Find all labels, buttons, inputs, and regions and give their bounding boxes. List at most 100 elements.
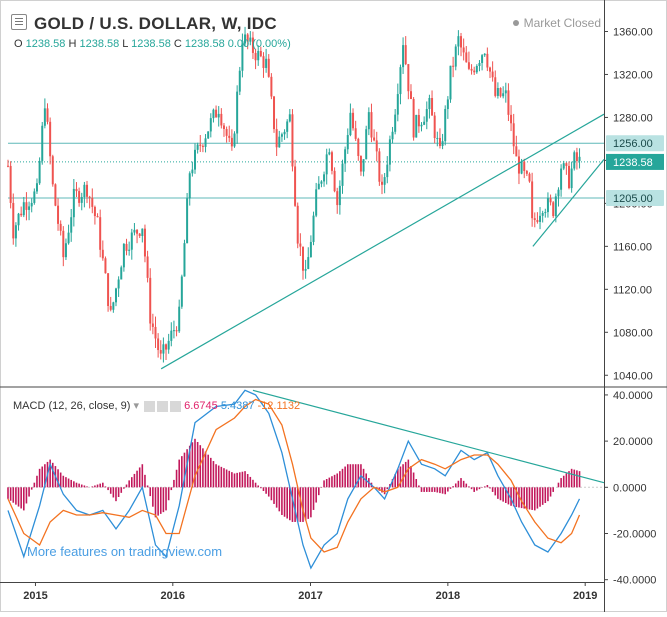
- macd-legend-dropdown-icon[interactable]: ▾: [133, 400, 139, 412]
- candle-body: [88, 196, 91, 198]
- candle-body: [312, 215, 315, 242]
- candle-body: [259, 50, 262, 57]
- candle-body: [446, 99, 449, 109]
- candle-body: [562, 163, 565, 169]
- candle-body: [267, 58, 270, 77]
- candle-body: [552, 202, 555, 217]
- candle-body: [109, 305, 112, 310]
- candle-body: [296, 205, 299, 244]
- candle-body: [170, 330, 173, 341]
- candle-body: [510, 114, 513, 124]
- macd-close-icon[interactable]: [170, 400, 182, 412]
- candle-body: [146, 256, 149, 278]
- candle-body: [488, 67, 491, 72]
- price-trendline[interactable]: [532, 158, 605, 247]
- ohlc-low-label: L: [122, 38, 129, 50]
- candle-body: [412, 99, 415, 138]
- candle-body: [233, 133, 236, 147]
- candle-body: [201, 145, 204, 147]
- candle-body: [431, 97, 434, 116]
- candle-body: [428, 97, 431, 110]
- candle-body: [273, 96, 276, 130]
- candle-body: [470, 68, 473, 71]
- promo-link[interactable]: More features on tradingview.com: [27, 544, 223, 559]
- candle-body: [96, 216, 99, 218]
- candle-body: [460, 36, 463, 48]
- candle-body: [394, 114, 397, 132]
- candle-body: [22, 202, 25, 216]
- candle-body: [136, 229, 139, 234]
- macd-settings-icon[interactable]: [157, 400, 169, 412]
- candle-body: [254, 52, 257, 61]
- candle-body: [320, 181, 323, 184]
- candle-body: [178, 306, 181, 332]
- status-dot-icon: [512, 19, 519, 26]
- candle-body: [49, 121, 52, 157]
- candle-body: [283, 131, 286, 135]
- menu-icon[interactable]: [11, 14, 27, 30]
- candle-body: [481, 55, 484, 63]
- candle-body: [444, 108, 447, 142]
- candle-body: [291, 114, 294, 167]
- candle-body: [523, 161, 526, 171]
- candle-body: [33, 191, 36, 203]
- candle-body: [120, 267, 123, 280]
- candle-body: [262, 56, 265, 68]
- macd-legend: MACD (12, 26, close, 9) ▾ 6.6745 5.4387 …: [13, 399, 300, 412]
- candle-body: [496, 88, 499, 96]
- candle-body: [175, 330, 178, 332]
- candle-body: [180, 276, 183, 307]
- candle-body: [57, 205, 60, 224]
- macd-axis-tick-label: 40.0000: [613, 390, 653, 402]
- price-axis-tick-label: 1280.00: [613, 112, 653, 124]
- candle-body: [157, 338, 160, 351]
- candle-body: [99, 217, 102, 250]
- candle-body: [454, 46, 457, 67]
- macd-trendline[interactable]: [252, 389, 605, 484]
- candle-body: [204, 138, 207, 147]
- candle-body: [7, 165, 9, 167]
- price-trendline[interactable]: [160, 113, 605, 370]
- candle-body: [172, 330, 175, 332]
- candle-body: [494, 77, 497, 96]
- candle-body: [186, 198, 189, 244]
- candle-body: [246, 34, 249, 42]
- candle-body: [536, 220, 539, 222]
- candle-body: [373, 137, 376, 141]
- time-axis-tick-label: 2016: [161, 590, 185, 602]
- candle-body: [554, 196, 557, 217]
- candle-body: [423, 121, 426, 125]
- chart-title: GOLD / U.S. DOLLAR, W, IDC: [34, 14, 277, 33]
- candle-body: [502, 93, 505, 97]
- candle-body: [244, 34, 247, 44]
- ohlc-open-value: 1238.58: [25, 38, 66, 50]
- candle-body: [465, 52, 468, 63]
- candle-body: [507, 90, 510, 115]
- level-label: 1256.00: [613, 138, 653, 150]
- macd-visibility-icon[interactable]: [144, 400, 156, 412]
- candle-body: [162, 344, 165, 354]
- candle-body: [130, 232, 133, 250]
- candle-body: [9, 165, 12, 203]
- candle-body: [93, 206, 96, 217]
- candle-body: [225, 129, 228, 136]
- candle-body: [149, 277, 152, 324]
- candle-body: [420, 124, 423, 127]
- candle-body: [565, 163, 568, 166]
- candle-body: [275, 129, 278, 148]
- candle-body: [541, 212, 544, 216]
- candle-body: [138, 233, 141, 236]
- candle-body: [449, 65, 452, 100]
- candle-body: [30, 202, 33, 207]
- candle-body: [475, 66, 478, 73]
- macd-axis-tick-label: -40.0000: [613, 575, 656, 587]
- candle-body: [309, 241, 312, 258]
- candle-body: [41, 125, 44, 161]
- candle-body: [75, 188, 78, 192]
- candle-body: [499, 88, 502, 97]
- candle-body: [362, 159, 365, 172]
- macd-legend-name: MACD (12, 26, close, 9): [13, 400, 131, 412]
- ohlc-high-value: 1238.58: [79, 38, 120, 50]
- candle-body: [72, 188, 75, 218]
